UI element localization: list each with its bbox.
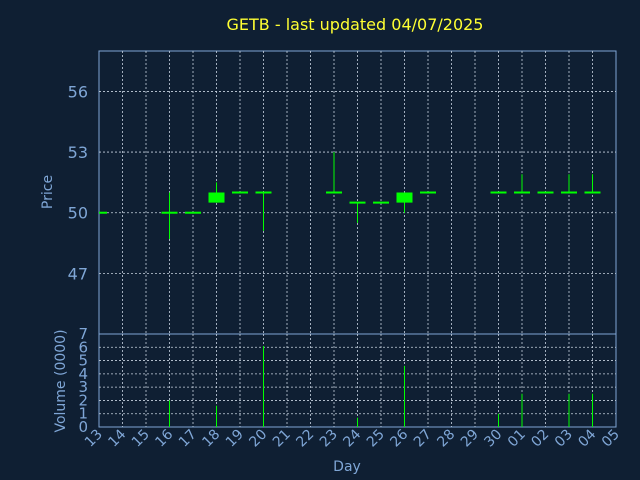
candles: [99, 152, 601, 239]
x-tick-label: 01: [505, 427, 529, 451]
chart-title: GETB - last updated 04/07/2025: [227, 15, 484, 34]
x-tick-label: 21: [270, 427, 294, 451]
volume-tick-label: 6: [78, 338, 88, 356]
candle-body: [232, 191, 248, 194]
price-tick-label: 56: [68, 82, 88, 101]
candle-body: [490, 191, 507, 194]
candle-body: [185, 211, 201, 214]
volume-axis-label: Volume (0000): [53, 329, 69, 432]
x-tick-label: 22: [293, 427, 317, 451]
x-tick-label: 15: [129, 427, 153, 451]
x-tick-label: 03: [552, 427, 576, 451]
price-axis-label: Price: [40, 175, 56, 209]
candle-body: [255, 191, 272, 194]
volume-tick-label: 5: [78, 352, 88, 370]
candle-body: [326, 191, 342, 194]
x-tick-label: 05: [599, 427, 623, 451]
volume-bars: [169, 345, 593, 427]
price-tick-label: 50: [68, 204, 88, 223]
x-tick-label: 19: [223, 427, 247, 451]
x-tick-label: 24: [340, 426, 364, 450]
x-tick-label: 26: [387, 426, 411, 450]
volume-tick-label: 7: [78, 325, 88, 343]
price-ticks: 47 50 53 56: [68, 82, 88, 283]
x-tick-label: 18: [199, 427, 223, 451]
candle-body: [514, 191, 530, 194]
x-tick-label: 29: [458, 427, 482, 451]
price-panel: 47 50 53 56: [68, 50, 617, 335]
candle-body: [99, 211, 107, 214]
x-tick-label: 30: [481, 427, 505, 451]
volume-tick-label: 2: [78, 391, 88, 409]
x-tick-label: 17: [176, 427, 200, 451]
x-tick-label: 23: [317, 427, 341, 451]
candle-body: [537, 191, 554, 194]
volume-grid: [99, 334, 616, 427]
candle-body: [396, 192, 413, 203]
x-tick-label: 16: [152, 426, 176, 450]
price-tick-label: 47: [68, 264, 88, 283]
x-tick-label: 14: [105, 426, 129, 450]
volume-tick-label: 1: [78, 405, 88, 423]
volume-tick-label: 3: [78, 378, 88, 396]
x-tick-label: 20: [246, 427, 270, 451]
volume-tick-label: 0: [78, 418, 88, 436]
x-tick-label: 25: [364, 427, 388, 451]
volume-tick-label: 4: [78, 365, 88, 383]
candle-body: [420, 191, 436, 194]
x-tick-label: 28: [434, 427, 458, 451]
candle-body: [161, 211, 178, 214]
x-tick-label: 27: [411, 427, 435, 451]
x-tick-label: 04: [575, 426, 599, 450]
price-tick-label: 53: [68, 143, 88, 162]
x-axis-label: Day: [333, 459, 361, 475]
candle-body: [208, 192, 225, 203]
candle-body: [584, 191, 601, 194]
x-tick-label: 02: [528, 427, 552, 451]
candle-body: [349, 201, 366, 204]
x-axis-ticks: 13 14 15 16 17 18 19 20 21 22 23 24 25 26 27 28 29 30 01 02…: [82, 426, 623, 450]
candle-body: [561, 191, 577, 194]
candle-body: [373, 201, 389, 204]
